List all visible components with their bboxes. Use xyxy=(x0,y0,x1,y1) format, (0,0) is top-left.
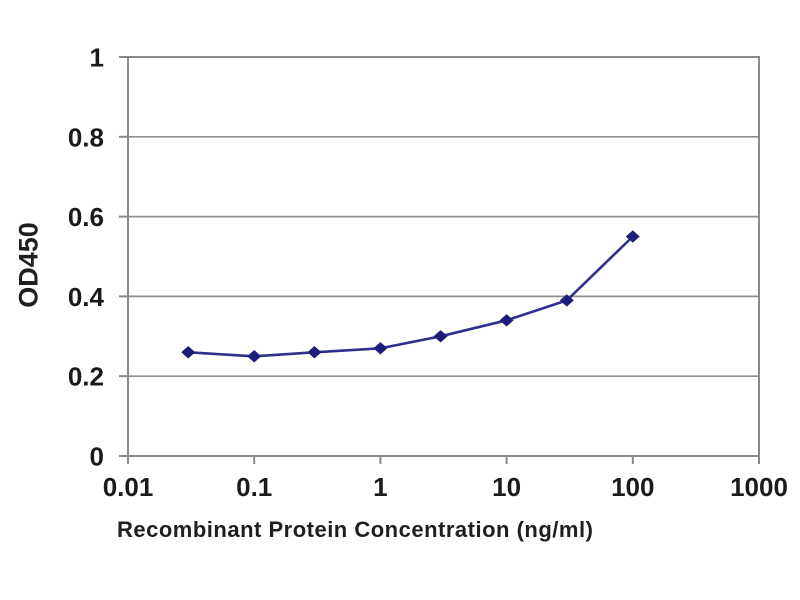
data-point-marker xyxy=(181,346,196,359)
x-tick-label: 100 xyxy=(611,472,654,502)
series-line xyxy=(188,235,634,358)
x-tick-label: 0.1 xyxy=(236,472,272,502)
y-tick-label: 0.4 xyxy=(68,282,105,312)
y-tick-label: 0.8 xyxy=(68,122,104,152)
y-tick-label: 0.6 xyxy=(68,202,104,232)
x-tick-label: 0.01 xyxy=(103,472,154,502)
x-tick-label: 1000 xyxy=(730,472,788,502)
data-point-marker xyxy=(559,294,574,307)
data-point-marker xyxy=(625,230,640,243)
x-tick-label: 1 xyxy=(373,472,387,502)
x-tick-label: 10 xyxy=(492,472,521,502)
data-point-marker xyxy=(433,330,448,343)
data-point-marker xyxy=(307,346,322,359)
x-axis-title: Recombinant Protein Concentration (ng/ml… xyxy=(117,517,594,542)
plot-frame xyxy=(127,56,760,457)
data-point-marker xyxy=(247,350,262,363)
data-point-marker xyxy=(373,342,388,355)
y-axis-title: OD450 xyxy=(13,222,44,308)
y-tick-label: 0 xyxy=(90,442,104,472)
y-tick-label: 1 xyxy=(90,43,104,73)
data-point-marker xyxy=(499,314,514,327)
y-tick-label: 0.2 xyxy=(68,362,104,392)
